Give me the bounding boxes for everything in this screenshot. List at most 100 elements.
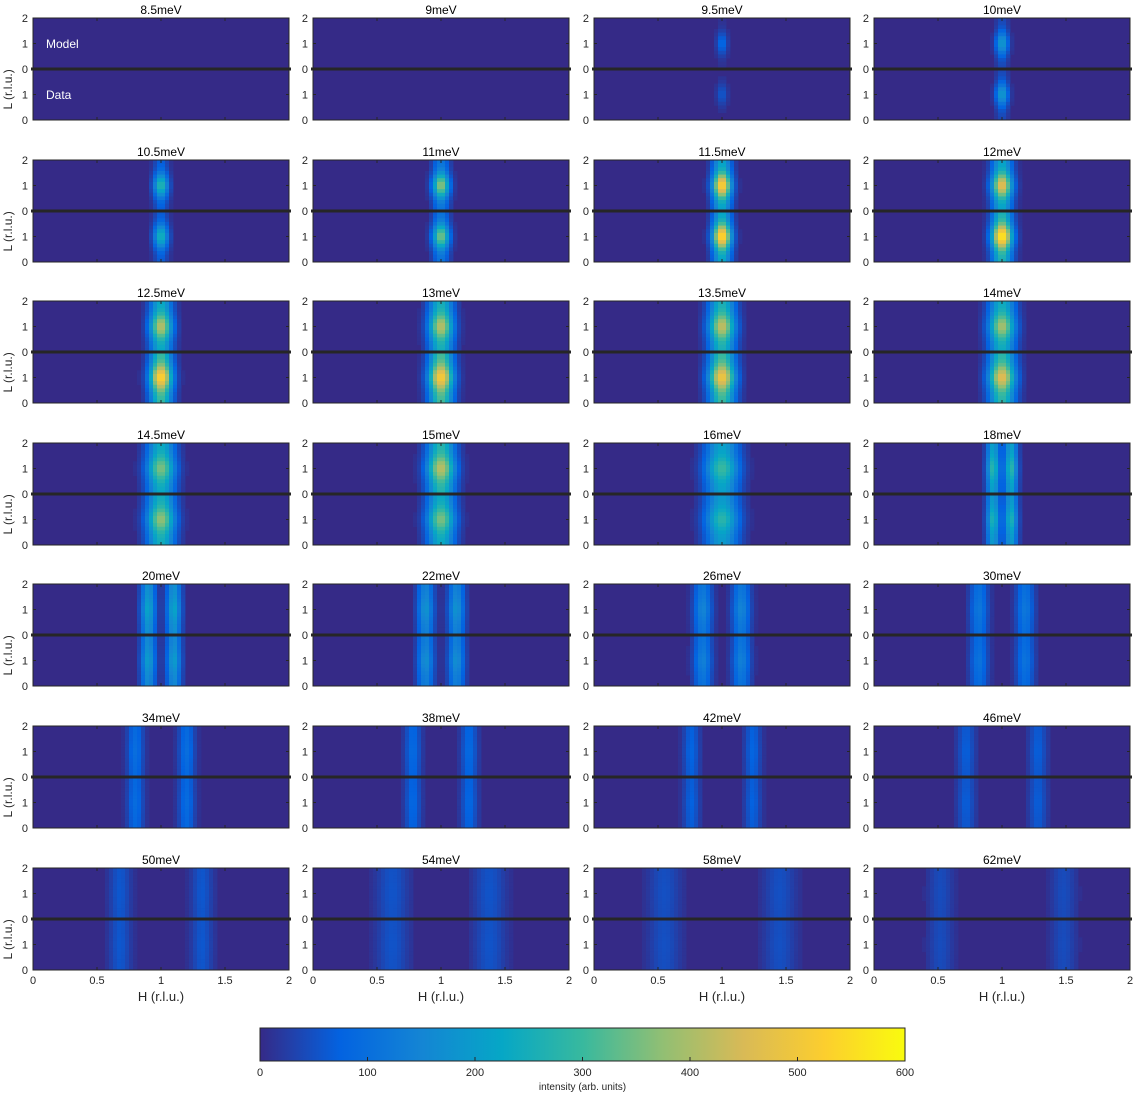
heatmap-cell	[1002, 116, 1007, 121]
heatmap-cell	[1006, 207, 1011, 212]
heatmap-cell	[153, 163, 158, 168]
heatmap-cell	[449, 333, 454, 338]
heatmap-cell	[437, 352, 442, 357]
heatmap-cell	[453, 319, 458, 324]
heatmap-cell	[738, 381, 743, 386]
heatmap-cell	[169, 457, 174, 462]
heatmap-cell	[982, 497, 987, 502]
heatmap-cell	[706, 370, 711, 375]
heatmap-cell	[1006, 254, 1011, 259]
heatmap-cell	[437, 508, 442, 513]
heatmap-cell	[449, 185, 454, 190]
heatmap-cell	[445, 446, 450, 451]
heatmap-cell	[157, 232, 162, 237]
heatmap-cell	[461, 468, 466, 473]
heatmap-cell	[986, 443, 991, 448]
heatmap-cell	[990, 200, 995, 205]
heatmap-cell	[730, 189, 735, 194]
heatmap-cell	[982, 185, 987, 190]
heatmap-cell	[177, 392, 182, 397]
heatmap-cell	[986, 384, 991, 389]
heatmap-cell	[986, 508, 991, 513]
heatmap-cell	[433, 530, 438, 535]
heatmap-cell	[161, 301, 166, 306]
heatmap-cell	[457, 362, 462, 367]
heatmap-cell	[1018, 399, 1023, 404]
heatmap-cell	[145, 642, 150, 647]
heatmap-cell	[161, 254, 166, 259]
heatmap-cell	[1006, 504, 1011, 509]
heatmap-cell	[145, 468, 150, 473]
heatmap-cell	[449, 537, 454, 542]
heatmap-cell	[429, 649, 434, 654]
heatmap-cell	[181, 616, 186, 621]
heatmap-cell	[734, 247, 739, 252]
heatmap-cell	[433, 189, 438, 194]
heatmap-cell	[425, 584, 430, 589]
heatmap-cell	[153, 486, 158, 491]
heatmap-cell	[173, 443, 178, 448]
heatmap-cell	[998, 337, 1003, 342]
heatmap-cell	[437, 613, 442, 618]
heatmap-cell	[441, 240, 446, 245]
heatmap-cell	[706, 319, 711, 324]
heatmap-cell	[137, 370, 142, 375]
heatmap-cell	[449, 362, 454, 367]
heatmap-cell	[742, 450, 747, 455]
heatmap-cell	[1018, 348, 1023, 353]
heatmap-cell	[453, 461, 458, 466]
heatmap-cell	[145, 594, 150, 599]
y-axis-label: L (r.l.u.)	[1, 352, 15, 392]
heatmap-cell	[421, 333, 426, 338]
heatmap-cell	[421, 384, 426, 389]
heatmap-cell	[137, 671, 142, 676]
heatmap-cell	[417, 377, 422, 382]
heatmap-cell	[177, 494, 182, 499]
heatmap-cell	[1018, 501, 1023, 506]
heatmap-cell	[421, 584, 426, 589]
heatmap-cell	[429, 526, 434, 531]
heatmap-cell	[421, 519, 426, 524]
heatmap-cell	[738, 359, 743, 364]
heatmap-cell	[714, 541, 719, 546]
heatmap-cell	[161, 192, 166, 197]
heatmap-cell	[726, 359, 731, 364]
heatmap-cell	[1018, 240, 1023, 245]
heatmap-cell	[177, 501, 182, 506]
heatmap-cell	[461, 515, 466, 520]
heatmap-cell	[169, 472, 174, 477]
heatmap-cell	[453, 170, 458, 175]
heatmap-cell	[165, 638, 170, 643]
heatmap-cell	[1002, 189, 1007, 194]
heatmap-cell	[710, 315, 715, 320]
heatmap-cell	[746, 534, 751, 539]
heatmap-cell	[453, 490, 458, 495]
heatmap-cell	[1018, 160, 1023, 165]
heatmap-cell	[982, 221, 987, 226]
heatmap-cell	[722, 21, 727, 26]
heatmap-cell	[453, 602, 458, 607]
heatmap-cell	[710, 450, 715, 455]
heatmap-cell	[990, 483, 995, 488]
heatmap-cell	[137, 515, 142, 520]
heatmap-cell	[1006, 25, 1011, 30]
heatmap-cell	[185, 515, 190, 520]
heatmap-cell	[706, 330, 711, 335]
heatmap-cell	[1010, 526, 1015, 531]
heatmap-cell	[421, 341, 426, 346]
heatmap-cell	[1002, 388, 1007, 393]
heatmap-cell	[994, 523, 999, 528]
heatmap-cell	[437, 232, 442, 237]
heatmap-cell	[433, 395, 438, 400]
heatmap-cell	[437, 254, 442, 259]
heatmap-cell	[730, 537, 735, 542]
heatmap-cell	[137, 631, 142, 636]
heatmap-cell	[710, 341, 715, 346]
heatmap-cell	[441, 373, 446, 378]
heatmap-cell	[433, 464, 438, 469]
heatmap-cell	[177, 464, 182, 469]
heatmap-cell	[173, 591, 178, 596]
heatmap-cell	[433, 461, 438, 466]
heatmap-cell	[141, 388, 146, 393]
